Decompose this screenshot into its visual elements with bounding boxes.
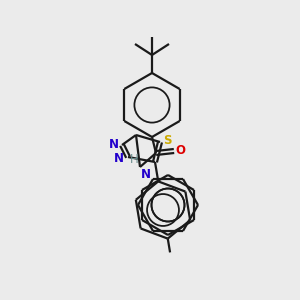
Text: H: H: [130, 153, 139, 166]
Text: O: O: [175, 145, 185, 158]
Text: S: S: [163, 134, 172, 148]
Text: N: N: [109, 137, 119, 151]
Text: N: N: [114, 152, 124, 166]
Text: N: N: [141, 168, 151, 181]
